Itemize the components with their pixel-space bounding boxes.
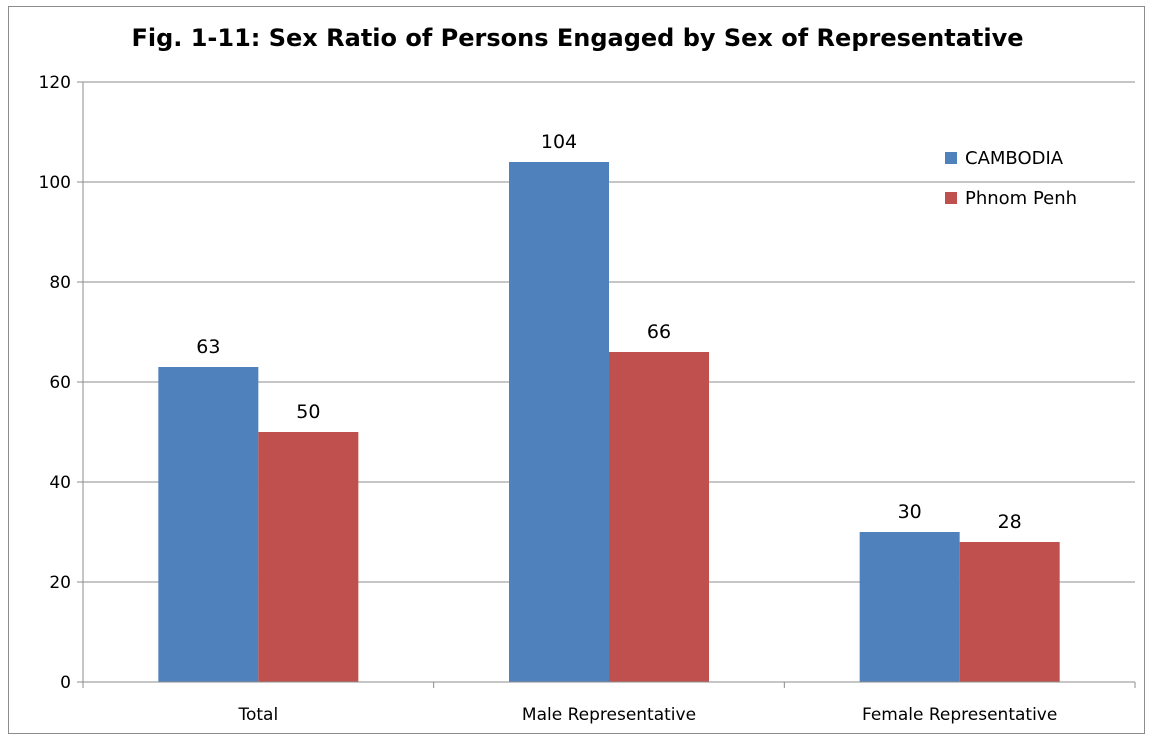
chart-title: Fig. 1-11: Sex Ratio of Persons Engaged … xyxy=(131,24,1024,52)
bar xyxy=(959,542,1060,682)
bar xyxy=(859,532,960,682)
bar xyxy=(258,432,359,682)
y-tick-label: 120 xyxy=(39,73,71,93)
y-tick-label: 40 xyxy=(49,473,71,493)
y-tick-label: 60 xyxy=(49,373,71,393)
x-tick-label: Male Representative xyxy=(522,705,696,725)
bars xyxy=(158,162,1060,682)
data-label: 50 xyxy=(296,401,320,423)
legend-swatch xyxy=(945,192,957,204)
y-axis-ticks: 0 20 40 60 80 100 120 xyxy=(39,73,83,693)
bar xyxy=(509,162,609,682)
legend-swatch xyxy=(945,152,957,164)
data-label: 30 xyxy=(898,501,922,523)
axes xyxy=(82,82,1135,683)
bar xyxy=(609,352,709,682)
y-tick-label: 20 xyxy=(49,573,71,593)
x-tick-label: Female Representative xyxy=(862,705,1057,725)
data-labels: 63 50 104 66 30 28 xyxy=(196,131,1022,533)
data-label: 104 xyxy=(541,131,577,153)
y-tick-label: 80 xyxy=(49,273,71,293)
data-label: 63 xyxy=(196,336,220,358)
legend-entry: Phnom Penh xyxy=(965,188,1077,209)
y-tick-label: 0 xyxy=(60,673,71,693)
x-axis-ticks: Total Male Representative Female Represent… xyxy=(82,682,1136,725)
y-tick-label: 100 xyxy=(39,173,71,193)
data-label: 66 xyxy=(647,321,671,343)
data-label: 28 xyxy=(998,511,1022,533)
legend-entry: CAMBODIA xyxy=(965,148,1064,169)
x-tick-label: Total xyxy=(237,705,278,725)
bar xyxy=(158,367,259,682)
legend: CAMBODIA Phnom Penh xyxy=(945,148,1077,209)
